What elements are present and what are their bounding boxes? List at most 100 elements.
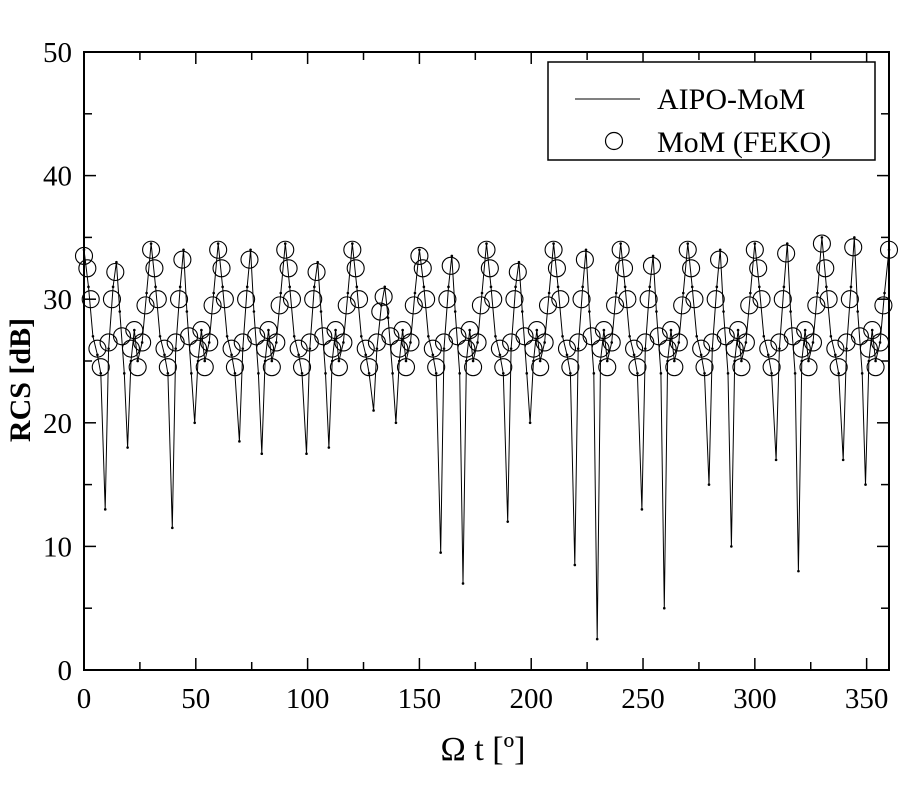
aipo-mom-point xyxy=(267,328,270,332)
aipo-mom-point xyxy=(383,285,387,289)
aipo-mom-point xyxy=(468,328,472,332)
mom-feko-point xyxy=(401,333,420,352)
aipo-mom-point xyxy=(190,372,193,375)
aipo-mom-point xyxy=(498,353,502,357)
aipo-mom-point xyxy=(252,310,256,313)
mom-feko-point xyxy=(490,339,509,358)
mom-feko-point xyxy=(591,339,610,358)
aipo-mom-point xyxy=(126,446,129,449)
aipo-mom-point xyxy=(655,310,658,313)
aipo-mom-point xyxy=(136,359,139,363)
mom-feko-point xyxy=(343,240,362,259)
mom-feko-point xyxy=(524,339,543,358)
mom-feko-point xyxy=(133,333,152,352)
mom-feko-point xyxy=(837,333,856,352)
aipo-mom-point xyxy=(203,359,207,363)
mom-feko-point xyxy=(180,327,199,346)
aipo-mom-point xyxy=(695,334,698,338)
y-tick-label: 30 xyxy=(43,284,72,316)
aipo-mom-point xyxy=(375,347,379,350)
aipo-mom-point xyxy=(355,285,359,289)
mom-feko-point xyxy=(188,339,208,358)
mom-feko-point xyxy=(859,339,878,358)
aipo-mom-point xyxy=(401,328,404,332)
aipo-mom-point xyxy=(91,334,95,338)
mom-feko-point xyxy=(816,259,835,278)
mom-feko-point xyxy=(282,290,302,309)
aipo-mom-point xyxy=(816,291,819,295)
aipo-mom-point xyxy=(793,372,797,375)
mom-feko-point xyxy=(404,296,423,315)
mom-feko-point xyxy=(212,259,231,278)
aipo-mom-point xyxy=(182,248,185,252)
mom-feko-point xyxy=(225,358,244,377)
aipo-mom-point xyxy=(718,248,722,252)
aipo-mom-point xyxy=(849,285,853,289)
aipo-mom-point xyxy=(690,285,694,289)
aipo-mom-point xyxy=(297,353,300,357)
aipo-mom-point xyxy=(797,569,800,573)
aipo-mom-point xyxy=(762,334,766,338)
mom-feko-point xyxy=(349,290,369,309)
aipo-mom-point xyxy=(103,508,107,511)
aipo-mom-point xyxy=(174,347,177,350)
aipo-mom-point xyxy=(96,353,99,357)
aipo-mom-point xyxy=(758,285,761,289)
aipo-mom-point xyxy=(538,359,542,363)
mom-feko-point xyxy=(535,333,554,352)
series-line-aipo-mom xyxy=(83,237,890,640)
mom-feko-point xyxy=(413,259,432,278)
mom-feko-point xyxy=(346,259,365,278)
mom-feko-point xyxy=(390,339,409,358)
aipo-mom-point xyxy=(592,372,596,375)
aipo-mom-point xyxy=(394,421,398,425)
mom-feko-point xyxy=(356,339,375,358)
aipo-mom-point xyxy=(860,372,864,375)
legend-label-aipo-mom: AIPO-MoM xyxy=(657,83,805,116)
aipo-mom-point xyxy=(434,372,438,375)
mom-feko-point xyxy=(673,296,692,315)
x-tick-label: 250 xyxy=(621,683,665,715)
aipo-mom-point xyxy=(471,359,475,363)
aipo-mom-point xyxy=(730,545,733,548)
mom-feko-point xyxy=(247,327,266,346)
aipo-mom-point xyxy=(288,285,292,289)
aipo-mom-point xyxy=(225,334,229,338)
mom-feko-point xyxy=(639,290,658,309)
aipo-mom-point xyxy=(386,316,390,320)
aipo-mom-point xyxy=(319,310,323,313)
aipo-mom-point xyxy=(749,291,752,295)
aipo-mom-point xyxy=(614,291,618,295)
aipo-mom-point xyxy=(552,242,555,245)
aipo-mom-point xyxy=(439,551,442,554)
mom-feko-point xyxy=(337,296,356,315)
aipo-mom-point xyxy=(856,310,859,313)
mom-feko-point xyxy=(166,333,185,352)
aipo-mom-point xyxy=(494,334,497,338)
mom-feko-point xyxy=(611,240,630,259)
mom-feko-point xyxy=(494,358,513,377)
aipo-mom-point xyxy=(605,359,609,363)
aipo-mom-point xyxy=(489,285,493,289)
mom-feko-point xyxy=(598,358,617,377)
mom-feko-point xyxy=(112,327,132,346)
mom-feko-point xyxy=(136,296,155,315)
aipo-mom-point xyxy=(327,446,331,449)
mom-feko-point xyxy=(602,333,621,352)
mom-feko-point xyxy=(628,358,647,377)
aipo-mom-point xyxy=(313,285,316,289)
mom-feko-point xyxy=(121,339,141,358)
aipo-mom-point xyxy=(447,285,450,289)
aipo-mom-point xyxy=(334,328,337,332)
mom-feko-point xyxy=(649,327,668,346)
mom-feko-point xyxy=(575,250,594,269)
mom-feko-point xyxy=(557,339,577,358)
mom-feko-point xyxy=(812,234,831,253)
aipo-mom-point xyxy=(122,372,126,375)
aipo-mom-point xyxy=(140,341,144,344)
x-tick-label: 300 xyxy=(733,683,777,715)
aipo-mom-point xyxy=(178,285,182,289)
mom-feko-point xyxy=(314,327,333,346)
x-tick-label: 100 xyxy=(286,683,330,715)
aipo-mom-point xyxy=(458,372,461,375)
